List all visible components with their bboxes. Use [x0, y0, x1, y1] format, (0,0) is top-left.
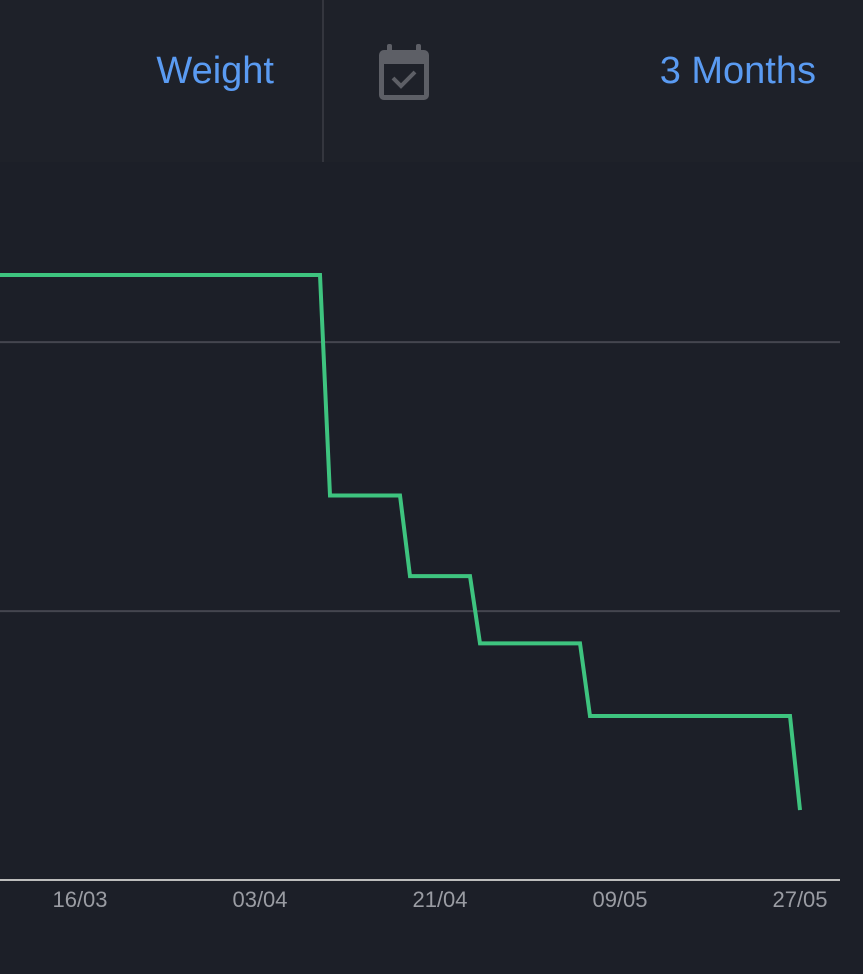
header: Weight 3 Months	[0, 0, 863, 162]
calendar-icon[interactable]	[376, 42, 432, 102]
divider	[322, 0, 324, 162]
range-selector[interactable]: 3 Months	[659, 50, 816, 92]
x-tick-label: 03/04	[232, 887, 287, 912]
x-tick-label: 27/05	[772, 887, 827, 912]
weight-line	[0, 272, 802, 811]
metric-selector[interactable]: Weight	[156, 50, 274, 92]
x-tick-label: 16/03	[52, 887, 107, 912]
x-tick-label: 21/04	[412, 887, 467, 912]
x-tick-label: 09/05	[592, 887, 647, 912]
